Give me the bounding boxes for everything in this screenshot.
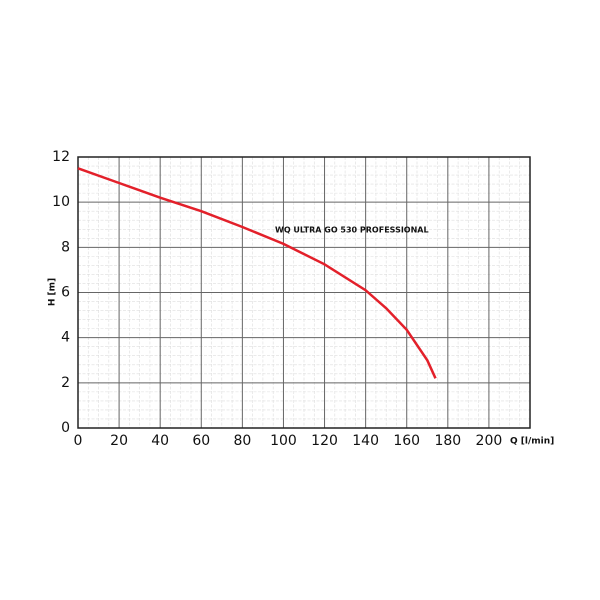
y-tick-label: 0 — [61, 420, 70, 436]
y-axis-label: H [m] — [48, 278, 58, 306]
annotation: WQ ULTRA GO 530 PROFESSIONAL — [275, 226, 429, 235]
x-axis-label: Q [l/min] — [510, 437, 554, 447]
x-tick-label: 160 — [393, 433, 420, 449]
plot: 0 20 40 60 80 100 120 140 160 180 200 0 2 4 6 8 10 12 — [52, 149, 531, 449]
x-tick-label: 20 — [110, 433, 128, 449]
x-tick-label: 60 — [192, 433, 210, 449]
y-tick-label: 2 — [61, 375, 70, 391]
x-tick-label: 200 — [476, 433, 503, 449]
x-tick-label: 140 — [352, 433, 379, 449]
y-tick-label: 12 — [52, 149, 70, 165]
x-tick-label: 180 — [434, 433, 461, 449]
y-tick-label: 8 — [61, 239, 70, 255]
x-tick-label: 0 — [74, 433, 83, 449]
plot-frame — [77, 156, 531, 429]
y-tick-label: 10 — [52, 194, 70, 210]
x-tick-label: 100 — [270, 433, 297, 449]
y-tick-label: 4 — [61, 330, 70, 346]
x-tick-label: 120 — [311, 433, 338, 449]
curve — [77, 167, 437, 379]
x-tick-label: 40 — [151, 433, 169, 449]
x-tick-label: 80 — [233, 433, 251, 449]
y-tick-label: 6 — [61, 285, 70, 301]
